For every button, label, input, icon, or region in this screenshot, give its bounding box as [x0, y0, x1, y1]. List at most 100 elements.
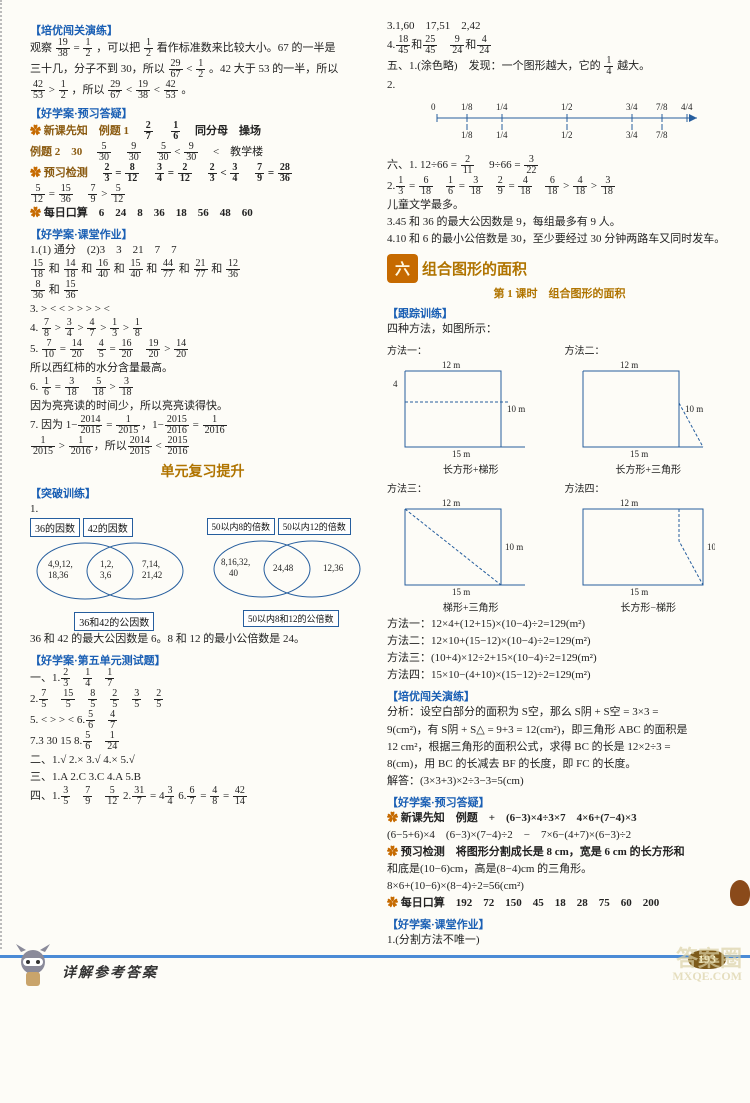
- fraction-row: 四、1.35 79 512 2.317 = 434 6.67 = 48 = 42…: [30, 786, 375, 807]
- svg-text:12 m: 12 m: [620, 498, 638, 508]
- svg-text:4/4: 4/4: [681, 102, 693, 112]
- venn-text: 24,48: [273, 563, 294, 573]
- fraction-row: 4. 78 > 34 > 47 > 13 > 18: [30, 318, 375, 339]
- sec-label-pre: 【好学案·预习答疑】: [387, 794, 732, 810]
- text-line: 所以西红柿的水分含量最高。: [30, 360, 375, 377]
- footer-title: 详解参考答案: [62, 962, 158, 982]
- number-line: 01/81/41/23/47/84/41/81/41/23/47/8: [427, 98, 707, 148]
- text-line: 8(cm)，用 BC 的长减去 BF 的长度，即 FC 的长度。: [387, 756, 732, 773]
- svg-text:3/4: 3/4: [626, 102, 638, 112]
- mascot-icon: [10, 942, 56, 988]
- sec-label-peiyou: 【培优闯关演练】: [30, 22, 375, 38]
- text-line: 新课先知 例题 1 27 16 同分母 操场: [30, 121, 375, 142]
- fraction-row: 一、1.23 14 17: [30, 668, 375, 689]
- text-line: 例题 2 30 530 930 530 < 930 < 教学楼: [30, 142, 375, 163]
- text-line: 7.3 30 15 8.56 124: [30, 731, 375, 752]
- venn-text: 4,9,12,18,36: [48, 559, 73, 580]
- text-line: 方法二：12×10+(15−12)×(10−4)÷2=129(m²): [387, 633, 732, 650]
- text-line: 每日口算 6 24 8 36 18 56 48 60: [30, 205, 375, 222]
- text-line: 预习检测 23 = 812 34 = 212 23 < 34 79 = 2836: [30, 163, 375, 184]
- text-line: 四种方法，如图所示：: [387, 321, 732, 338]
- text-line: 512 = 1536 79 > 512: [30, 184, 375, 205]
- text-line: 12 cm²，根据三角形的面积公式，求得 BC 的长是 12×2÷3 =: [387, 739, 732, 756]
- svg-text:1/8: 1/8: [461, 102, 473, 112]
- fraction-row: 836 和 1536: [30, 280, 375, 301]
- text-line: 三、1.A 2.C 3.C 4.A 5.B: [30, 769, 375, 786]
- svg-text:7/8: 7/8: [656, 130, 668, 140]
- hex-badge-icon: 六: [387, 254, 418, 283]
- text-line: 观察 1938 = 12 ，可以把 12 看作标准数来比较大小。67 的一半是: [30, 38, 375, 59]
- shape-method-4: 方法四： 12 m10 m15 m 长方形−梯形: [565, 480, 733, 614]
- venn-text: 1,2,3,6: [100, 559, 114, 580]
- svg-text:1/2: 1/2: [561, 130, 573, 140]
- sec-label-cls: 【好学案·课堂作业】: [387, 916, 732, 932]
- sec-label-adv: 【培优闯关演练】: [387, 688, 732, 704]
- text-line: 预习检测 将图形分割成长是 8 cm，宽是 6 cm 的长方形和: [387, 844, 732, 861]
- svg-text:1/8: 1/8: [461, 130, 473, 140]
- text-line: 9(cm²)，有 S阴 + S△ = 9+3 = 12(cm²)，即三角形 AB…: [387, 722, 732, 739]
- shape-method-1: 方法一： 12 m10 m15 m 4 长方形+梯形: [387, 342, 555, 476]
- text-line: 方法三：(10+4)×12÷2+15×(10−4)÷2=129(m²): [387, 650, 732, 667]
- svg-text:12 m: 12 m: [442, 360, 460, 370]
- svg-text:4: 4: [393, 379, 398, 389]
- text-line: 二、1.√ 2.× 3.√ 4.× 5.√: [30, 752, 375, 769]
- text-line: 8×6+(10−6)×(8−4)÷2=56(cm²): [387, 878, 732, 895]
- text-line: 36 和 42 的最大公因数是 6。8 和 12 的最小公倍数是 24。: [30, 631, 375, 648]
- sec-label-yuxi: 【好学案·预习答疑】: [30, 105, 375, 121]
- text-line: 五、1.(涂色略) 发现：一个图形越大，它的 14 越大。: [387, 56, 732, 77]
- fraction-row: 4.1845和2545 924和424: [387, 35, 732, 56]
- svg-text:12 m: 12 m: [442, 498, 460, 508]
- text-line: 3.45 和 36 的最大公因数是 9，每组最多有 9 人。: [387, 214, 732, 231]
- text-line: 和底是(10−6)cm，高是(8−4)cm 的三角形。: [387, 861, 732, 878]
- svg-text:15 m: 15 m: [630, 587, 648, 595]
- text-line: 新课先知 例题 + (6−3)×4÷3×7 4×6+(7−4)×3: [387, 810, 732, 827]
- sec-label-trace: 【跟踪训练】: [387, 305, 732, 321]
- right-column: 3.1,60 17,51 2,42 4.1845和2545 924和424 五、…: [387, 18, 732, 949]
- unit-6-title: 六 组合图形的面积: [387, 254, 732, 283]
- svg-text:1/4: 1/4: [496, 130, 508, 140]
- svg-text:10 m: 10 m: [505, 542, 523, 552]
- svg-text:12 m: 12 m: [620, 360, 638, 370]
- text-line: 每日口算 192 72 150 45 18 28 75 60 200: [387, 895, 732, 912]
- svg-text:3/4: 3/4: [626, 130, 638, 140]
- venn-svg: 4,9,12,18,36 1,2,3,6 7,14,21,42: [30, 537, 190, 609]
- left-column: 【培优闯关演练】 观察 1938 = 12 ，可以把 12 看作标准数来比较大小…: [30, 18, 375, 949]
- svg-text:15 m: 15 m: [452, 449, 470, 457]
- shape-svg: 12 m 10 m 15 m: [387, 495, 537, 595]
- svg-text:15 m: 15 m: [630, 449, 648, 457]
- shape-svg: 12 m 10 m 15 m: [565, 357, 715, 457]
- text-line: 3.1,60 17,51 2,42: [387, 18, 732, 35]
- text-line: 分析：设空白部分的面积为 S空，那么 S阴 + S空 = 3×3 =: [387, 704, 732, 721]
- venn-left: 36的因数 42的因数 4,9,12,18,36 1,2,3,6 7,14,21…: [30, 518, 199, 631]
- svg-text:10 m: 10 m: [685, 404, 703, 414]
- text-line: 六、1. 12÷66 = 211 9÷66 = 322: [387, 155, 732, 176]
- fraction-row: 1518 和 1418 和 1640 和 1540 和 4477 和 2177 …: [30, 259, 375, 280]
- venn-text: 7,14,21,42: [142, 559, 162, 580]
- shape-method-3: 方法三： 12 m10 m15 m 梯形+三角形: [387, 480, 555, 614]
- fraction-row: 6. 16 = 318 518 > 318: [30, 377, 375, 398]
- fraction: 12: [83, 38, 92, 59]
- shape-svg: 12 m10 m15 m: [565, 495, 715, 595]
- venn-text: 8,16,32,40: [221, 557, 250, 578]
- text-line: 儿童文学最多。: [387, 197, 732, 214]
- text-line: 方法四：15×10−(4+10)×(15−12)÷2=129(m²): [387, 667, 732, 684]
- venn-right: 50以内8的倍数 50以内12的倍数 8,16,32,40 24,48 12,3…: [207, 518, 376, 631]
- venn-svg: 8,16,32,40 24,48 12,36: [207, 535, 367, 607]
- venn-diagrams: 36的因数 42的因数 4,9,12,18,36 1,2,3,6 7,14,21…: [30, 518, 375, 631]
- text-line: (6−5+6)×4 (6−3)×(7−4)÷2 − 7×6−(4+7)×(6−3…: [387, 827, 732, 844]
- sec-label-ketang: 【好学案·课堂作业】: [30, 226, 375, 242]
- text-line: 三十几，分子不到 30，所以 2967 < 12 。42 大于 53 的一半，所…: [30, 59, 375, 80]
- watermark: 答案圈 MXQE.COM: [672, 948, 742, 982]
- text-line: 3. > < < > > > > <: [30, 301, 375, 318]
- svg-text:7/8: 7/8: [656, 102, 668, 112]
- svg-text:10 m: 10 m: [507, 404, 525, 414]
- shapes-row-1: 方法一： 12 m10 m15 m 4 长方形+梯形 方法二： 12 m10 m…: [387, 342, 732, 476]
- text-line: 4.10 和 6 的最小公倍数是 30，至少要经过 30 分钟两路车又同时发车。: [387, 231, 732, 248]
- text-line: 4253 > 12 ，所以 2967 < 1938 < 4253 。: [30, 80, 375, 101]
- lesson-subtitle: 第 1 课时 组合图形的面积: [387, 285, 732, 301]
- text-line: 7. 因为 1−20142015 = 12015，1−20152016 = 12…: [30, 415, 375, 436]
- shape-svg: 12 m 10 m 15 m 4: [387, 357, 537, 457]
- svg-text:15 m: 15 m: [452, 587, 470, 595]
- fraction: 12: [144, 38, 153, 59]
- fraction-row: 12015 > 12016，所以20142015 < 20152016: [30, 436, 375, 457]
